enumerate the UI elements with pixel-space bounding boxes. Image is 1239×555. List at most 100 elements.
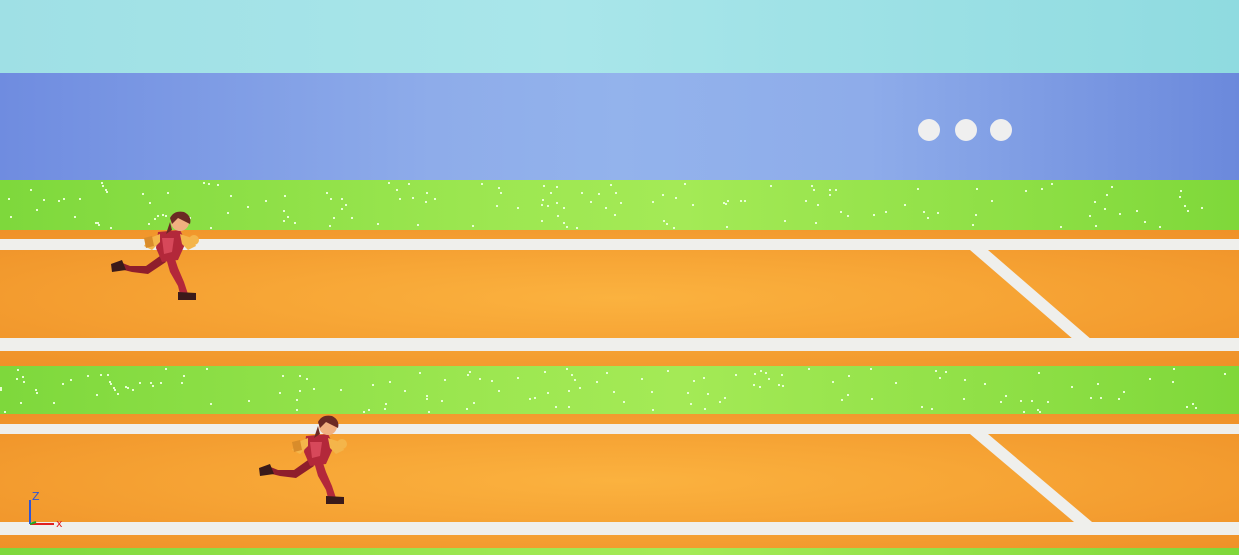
grass-sparkle: [534, 397, 536, 399]
grass-sparkle: [574, 379, 576, 381]
grass-sparkle: [841, 399, 843, 401]
grass-sparkle: [368, 409, 370, 411]
grass-sparkle: [20, 402, 22, 404]
grass-sparkle: [760, 370, 762, 372]
grass-sparkle: [377, 223, 379, 225]
grass-sparkle: [283, 220, 285, 222]
grass-sparkle: [388, 182, 390, 184]
stadium-stands: [0, 73, 1239, 180]
grass-sparkle: [30, 189, 32, 191]
grass-sparkle: [428, 411, 430, 413]
grass-sparkle: [813, 189, 815, 191]
grass-sparkle: [517, 377, 519, 379]
grass-sparkle: [372, 384, 374, 386]
grass-sparkle: [568, 390, 570, 392]
grass-sparkle: [1119, 213, 1121, 215]
grass-sparkle: [210, 227, 212, 229]
grass-sparkle: [150, 382, 152, 384]
grass-sparkle: [917, 188, 919, 190]
grass-sparkle: [351, 217, 353, 219]
grass-sparkle: [100, 374, 102, 376]
grass-sparkle: [426, 395, 428, 397]
grass-sparkle: [22, 376, 24, 378]
grass-sparkle: [835, 189, 837, 191]
grass-sparkle: [991, 200, 993, 202]
grass-sparkle: [62, 383, 64, 385]
grass-sparkle: [781, 374, 783, 376]
grass-sparkle: [579, 387, 581, 389]
sky-background: [0, 0, 1239, 73]
grass-sparkle: [1118, 398, 1120, 400]
grass-sparkle: [871, 398, 873, 400]
grass-sparkle: [927, 217, 929, 219]
grass-sparkle: [389, 381, 391, 383]
grass-sparkle: [829, 194, 831, 196]
grass-sparkle: [113, 387, 115, 389]
grass-sparkle: [667, 370, 669, 372]
grass-sparkle: [1039, 411, 1041, 413]
grass-sparkle: [142, 193, 144, 195]
grass-sparkle: [1187, 210, 1189, 212]
grass-sparkle: [148, 223, 150, 225]
grass-sparkle: [1111, 186, 1113, 188]
grass-sparkle: [784, 220, 786, 222]
grass-sparkle: [109, 381, 111, 383]
grass-sparkle: [663, 220, 665, 222]
grass-sparkle: [581, 192, 583, 194]
grass-sparkle: [808, 368, 810, 370]
grass-sparkle: [36, 392, 38, 394]
grass-sparkle: [117, 393, 119, 395]
grass-sparkle: [127, 387, 129, 389]
grass-sparkle: [1041, 188, 1043, 190]
grass-sparkle: [666, 223, 668, 225]
grass-sparkle: [662, 194, 664, 196]
grass-sparkle: [768, 378, 770, 380]
grass-sparkle: [23, 381, 25, 383]
grass-sparkle: [345, 204, 347, 206]
grass-sparkle: [984, 383, 986, 385]
grass-sparkle: [832, 381, 834, 383]
grass-sparkle: [160, 382, 162, 384]
indicator-dot: [990, 119, 1012, 141]
grass-sparkle: [469, 371, 471, 373]
grass-sparkle: [937, 212, 939, 214]
grass-sparkle: [690, 403, 692, 405]
grass-sparkle: [167, 192, 169, 194]
grass-sparkle: [162, 214, 164, 216]
grass-sparkle: [106, 191, 108, 193]
grass-sparkle: [1090, 397, 1092, 399]
grass-sparkle: [98, 224, 100, 226]
grass-sparkle: [230, 195, 232, 197]
grass-sparkle: [114, 389, 116, 391]
runner-1: [111, 211, 199, 300]
grass-sparkle: [753, 384, 755, 386]
grass-sparkle: [598, 193, 600, 195]
grass-sparkle: [341, 208, 343, 210]
grass-sparkle: [675, 197, 677, 199]
grass-sparkle: [132, 389, 134, 391]
grass-sparkle: [847, 215, 849, 217]
grass-sparkle: [206, 368, 208, 370]
grass-sparkle: [53, 402, 55, 404]
grass-sparkle: [183, 375, 185, 377]
grass-sparkle: [107, 374, 109, 376]
grass-sparkle: [652, 409, 654, 411]
grass-sparkle: [417, 224, 419, 226]
grass-sparkle: [1172, 381, 1174, 383]
grass-sparkle: [165, 368, 167, 370]
grass-sparkle: [976, 188, 978, 190]
grass-sparkle: [935, 370, 937, 372]
grass-sparkle: [466, 408, 468, 410]
grass-sparkle: [1051, 183, 1053, 185]
grass-sparkle: [139, 382, 141, 384]
grass-sparkle: [544, 371, 546, 373]
grass-sparkle: [904, 204, 906, 206]
runner-2: [259, 415, 347, 504]
grass-sparkle: [1173, 368, 1175, 370]
grass-sparkle: [283, 210, 285, 212]
grass-sparkle: [265, 200, 267, 202]
grass-sparkle: [1071, 386, 1073, 388]
grass-sparkle: [313, 388, 315, 390]
grass-sparkle: [529, 398, 531, 400]
grass-sparkle: [1144, 221, 1146, 223]
